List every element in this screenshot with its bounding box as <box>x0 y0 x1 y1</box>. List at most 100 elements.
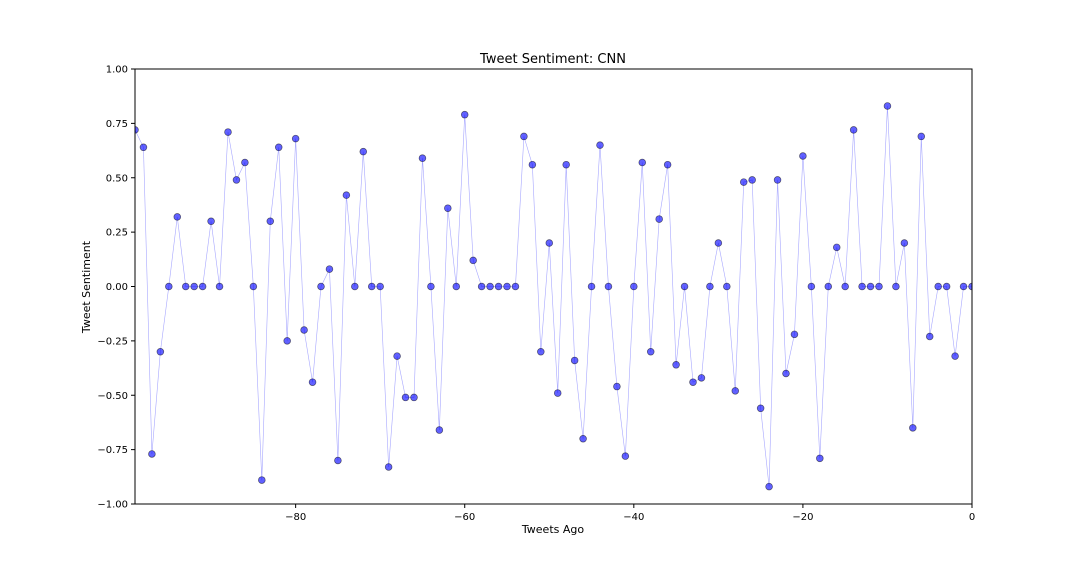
data-point <box>858 282 866 291</box>
data-point <box>198 282 207 291</box>
data-point <box>613 382 621 391</box>
y-axis-ticks: 1.00 0.75 0.50 0.25 0.00 −0.25 −0.50 −0.75 −1.00 <box>97 65 135 511</box>
data-point <box>477 282 486 291</box>
data-point <box>317 282 325 291</box>
axes-frame <box>134 68 973 505</box>
data-point <box>367 282 376 291</box>
data-point <box>511 282 520 291</box>
data-point <box>934 282 942 291</box>
data-point <box>706 282 714 291</box>
data-point <box>325 265 334 273</box>
y-axis-label: Tweet Sentiment <box>80 240 93 334</box>
data-point <box>266 217 275 226</box>
data-point <box>520 132 528 141</box>
data-point <box>435 426 444 434</box>
data-point <box>393 352 401 360</box>
data-point <box>866 282 875 291</box>
chart-title: Tweet Sentiment: CNN <box>479 52 626 67</box>
data-point <box>486 282 494 291</box>
data-point <box>283 337 291 345</box>
data-point <box>765 482 773 491</box>
data-point <box>460 110 469 119</box>
data-point <box>909 424 917 432</box>
data-point <box>444 204 452 212</box>
data-point <box>942 282 951 291</box>
y-tick-label: 0.50 <box>106 173 128 184</box>
data-point <box>824 282 833 291</box>
data-point <box>537 348 545 356</box>
data-point <box>384 463 393 471</box>
data-point <box>807 282 816 291</box>
data-point <box>816 454 824 463</box>
data-point <box>587 282 596 291</box>
data-point <box>604 282 613 291</box>
data-point <box>190 282 198 291</box>
data-point <box>951 352 959 360</box>
y-tick-label: −0.50 <box>97 391 128 402</box>
data-point <box>452 282 461 291</box>
data-point <box>427 282 435 291</box>
data-point <box>782 369 790 378</box>
data-point <box>494 282 503 291</box>
data-point <box>376 282 384 291</box>
data-point <box>697 374 706 382</box>
data-point <box>680 282 689 291</box>
data-point <box>900 239 909 247</box>
data-point <box>646 348 655 356</box>
data-point <box>562 160 570 169</box>
data-point <box>756 404 765 413</box>
x-tick-label: 0 <box>969 512 975 523</box>
x-axis-ticks: −80 −60 −40 −20 0 <box>285 504 975 523</box>
data-point <box>925 332 934 341</box>
data-point <box>892 282 900 291</box>
data-point <box>875 282 883 291</box>
data-point <box>410 393 418 402</box>
data-point <box>799 152 807 160</box>
data-point <box>241 158 249 167</box>
data-point <box>663 160 672 169</box>
series-line <box>135 105 972 487</box>
data-point <box>300 326 308 334</box>
y-tick-label: −1.00 <box>97 500 128 511</box>
data-point <box>334 456 342 465</box>
data-point <box>638 158 647 167</box>
data-point <box>148 450 156 458</box>
data-point <box>181 282 190 291</box>
data-point <box>596 141 604 149</box>
data-point <box>156 348 165 356</box>
data-point <box>723 282 731 291</box>
data-point <box>418 154 427 162</box>
y-tick-label: 1.00 <box>106 65 128 76</box>
data-point <box>959 282 968 291</box>
data-point <box>917 132 926 141</box>
data-point <box>232 176 241 184</box>
x-tick-label: −20 <box>792 512 813 523</box>
x-tick-label: −80 <box>285 512 306 523</box>
y-tick-label: 0.25 <box>106 228 128 239</box>
plot-area <box>135 102 972 491</box>
data-point <box>545 239 554 247</box>
data-point <box>748 176 756 184</box>
data-point <box>359 147 368 156</box>
data-point <box>849 126 858 134</box>
data-point <box>739 178 748 186</box>
data-point <box>832 243 841 252</box>
data-point <box>790 330 799 339</box>
data-point <box>731 387 740 395</box>
x-tick-label: −60 <box>454 512 475 523</box>
data-point <box>291 134 300 143</box>
data-point <box>401 393 410 402</box>
data-point <box>841 282 849 291</box>
data-point <box>308 378 317 386</box>
x-tick-label: −40 <box>623 512 644 523</box>
y-tick-label: 0.75 <box>106 119 128 130</box>
data-point <box>139 143 148 152</box>
y-tick-label: 0.00 <box>106 282 128 293</box>
data-point <box>503 282 511 291</box>
x-axis-label: Tweets Ago <box>521 523 584 536</box>
data-point <box>773 176 782 184</box>
data-point <box>258 476 266 484</box>
data-point <box>579 435 587 443</box>
